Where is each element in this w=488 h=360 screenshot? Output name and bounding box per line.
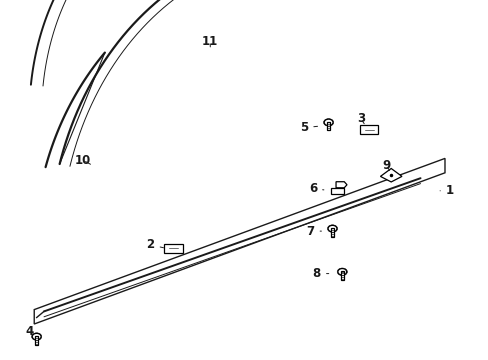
Text: 11: 11 [202, 35, 218, 48]
Circle shape [32, 333, 41, 340]
Text: 2: 2 [146, 238, 163, 251]
Text: 9: 9 [382, 159, 389, 172]
FancyBboxPatch shape [359, 125, 378, 135]
Text: 8: 8 [312, 267, 328, 280]
Polygon shape [335, 182, 346, 188]
Text: 10: 10 [75, 154, 91, 167]
FancyBboxPatch shape [164, 243, 183, 253]
Text: 3: 3 [356, 112, 364, 125]
Text: 5: 5 [300, 121, 317, 134]
Circle shape [327, 225, 336, 232]
Circle shape [324, 119, 332, 126]
Bar [330, 188, 344, 194]
Bar [35, 336, 38, 345]
Text: 4: 4 [25, 325, 33, 338]
Bar [326, 122, 330, 130]
Text: 7: 7 [306, 225, 321, 238]
Circle shape [337, 269, 346, 275]
Bar [340, 271, 344, 280]
Text: 1: 1 [439, 184, 453, 197]
Polygon shape [380, 168, 401, 182]
Bar [330, 228, 334, 237]
Text: 6: 6 [308, 183, 323, 195]
